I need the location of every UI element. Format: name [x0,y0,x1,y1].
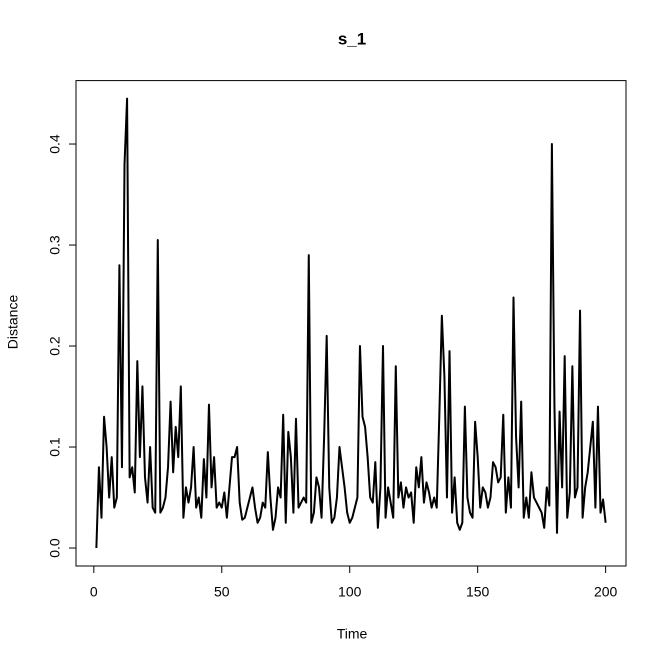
x-tick-label: 50 [214,584,230,600]
y-axis-label: Distance [5,295,21,350]
data-line [95,97,607,549]
y-tick-label: 0.2 [47,336,63,356]
y-tick-label: 0.0 [47,538,63,558]
x-tick-label: 200 [594,584,618,600]
y-tick-label: 0.3 [47,235,63,255]
y-tick-label: 0.1 [47,437,63,457]
x-tick-label: 0 [90,584,98,600]
y-tick-label: 0.4 [47,134,63,154]
chart-title: s_1 [338,29,366,48]
x-axis-label: Time [337,626,368,642]
x-tick-label: 150 [466,584,490,600]
x-tick-label: 100 [338,584,362,600]
